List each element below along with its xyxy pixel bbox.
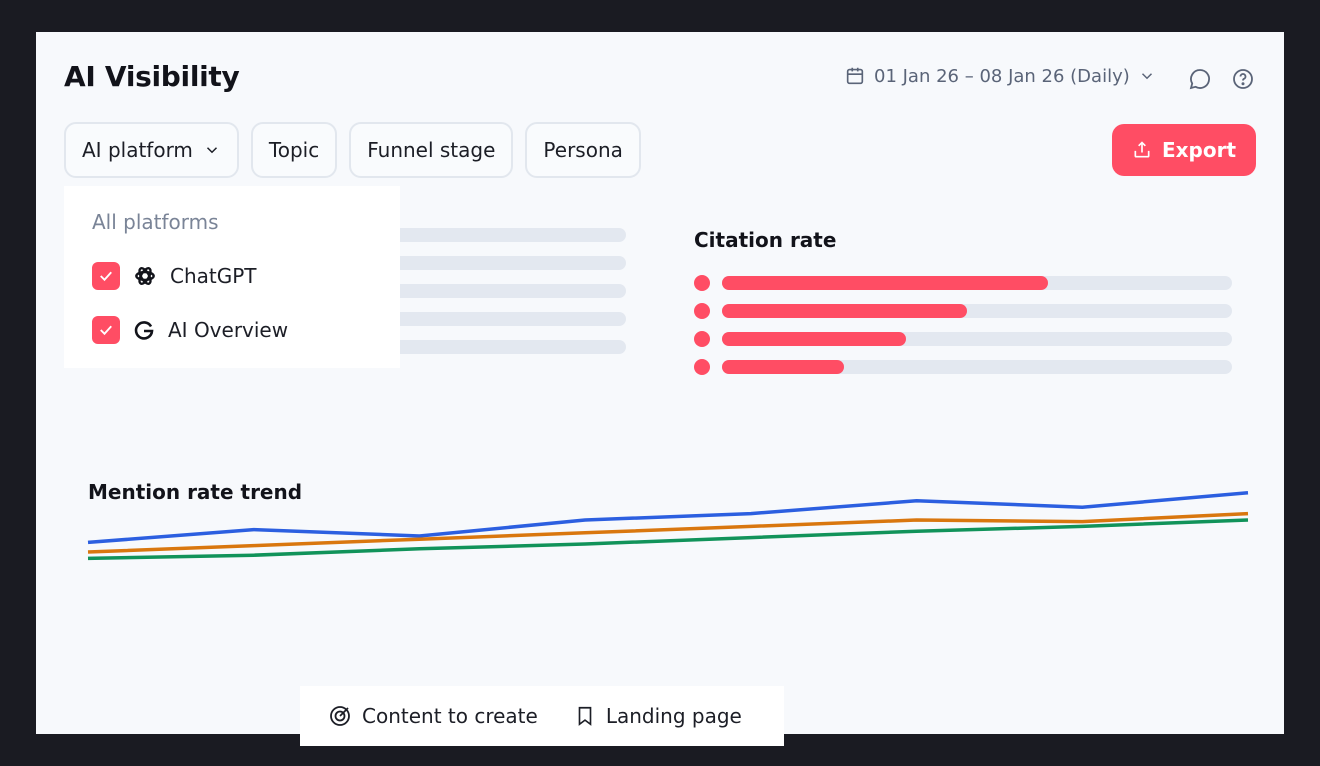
date-range-label: 01 Jan 26 – 08 Jan 26 (Daily) xyxy=(874,65,1130,87)
chatgpt-icon xyxy=(135,267,155,285)
ai-overview-checkbox[interactable] xyxy=(92,316,120,344)
persona-filter-label: Persona xyxy=(543,138,623,162)
google-icon xyxy=(134,321,154,340)
trend-series-line xyxy=(87,511,1249,554)
ai-overview-option[interactable]: AI Overview xyxy=(92,316,288,344)
funnel-stage-filter-label: Funnel stage xyxy=(367,138,496,162)
mention-trend-title: Mention rate trend xyxy=(88,480,303,504)
page-title: AI Visibility xyxy=(64,60,240,93)
citation-bar-track xyxy=(722,360,1232,374)
help-icon[interactable] xyxy=(1231,67,1255,91)
chatgpt-label: ChatGPT xyxy=(170,264,257,288)
chevron-down-icon xyxy=(1141,73,1152,80)
all-platforms-option[interactable]: All platforms xyxy=(92,210,219,234)
citation-dot xyxy=(694,275,710,291)
citation-bar-fill xyxy=(722,332,906,346)
platform-dropdown: All platforms ChatGPT AI Overview xyxy=(64,186,400,368)
content-to-create-button[interactable]: Content to create xyxy=(328,704,538,728)
ai-overview-label: AI Overview xyxy=(168,318,289,342)
citation-dot xyxy=(694,359,710,375)
funnel-stage-filter[interactable]: Funnel stage xyxy=(349,122,514,178)
bottom-action-bar: Content to create Landing page xyxy=(300,686,784,746)
calendar-icon xyxy=(846,67,864,85)
citation-bar-fill xyxy=(722,360,845,374)
export-label: Export xyxy=(1161,138,1237,162)
landing-page-button[interactable]: Landing page xyxy=(574,704,742,728)
target-icon xyxy=(330,706,350,726)
mention-trend-chart xyxy=(87,491,1249,561)
citation-rate-title: Citation rate xyxy=(694,228,837,252)
chat-icon[interactable] xyxy=(1188,67,1212,91)
export-button[interactable]: Export xyxy=(1112,124,1256,176)
check-icon xyxy=(100,271,112,282)
topic-filter[interactable]: Topic xyxy=(250,122,338,178)
topic-filter-label: Topic xyxy=(268,138,320,162)
citation-dot xyxy=(694,331,710,347)
main-panel: AI Visibility 01 Jan 26 – 08 Jan 26 (Dai… xyxy=(36,32,1284,734)
citation-dot xyxy=(694,303,710,319)
content-to-create-label: Content to create xyxy=(362,704,538,728)
bookmark-icon xyxy=(578,706,592,726)
chevron-down-icon xyxy=(206,147,217,154)
trend-series-line xyxy=(87,518,1249,561)
check-icon xyxy=(100,325,112,336)
filter-bar: AI platform Topic Funnel stage Persona xyxy=(64,122,641,178)
ai-platform-filter-label: AI platform xyxy=(82,138,193,162)
date-range-picker[interactable]: 01 Jan 26 – 08 Jan 26 (Daily) xyxy=(844,65,1156,87)
trend-series-line xyxy=(87,491,1249,545)
citation-bar-fill xyxy=(722,276,1049,290)
chatgpt-checkbox[interactable] xyxy=(92,262,120,290)
citation-bar-track xyxy=(722,304,1232,318)
persona-filter[interactable]: Persona xyxy=(525,122,641,178)
citation-bar-track xyxy=(722,276,1232,290)
landing-page-label: Landing page xyxy=(605,704,742,728)
chatgpt-option[interactable]: ChatGPT xyxy=(92,262,257,290)
ai-platform-filter[interactable]: AI platform xyxy=(64,122,239,178)
citation-bar-track xyxy=(722,332,1232,346)
share-icon xyxy=(1134,141,1150,158)
citation-bar-fill xyxy=(722,304,967,318)
